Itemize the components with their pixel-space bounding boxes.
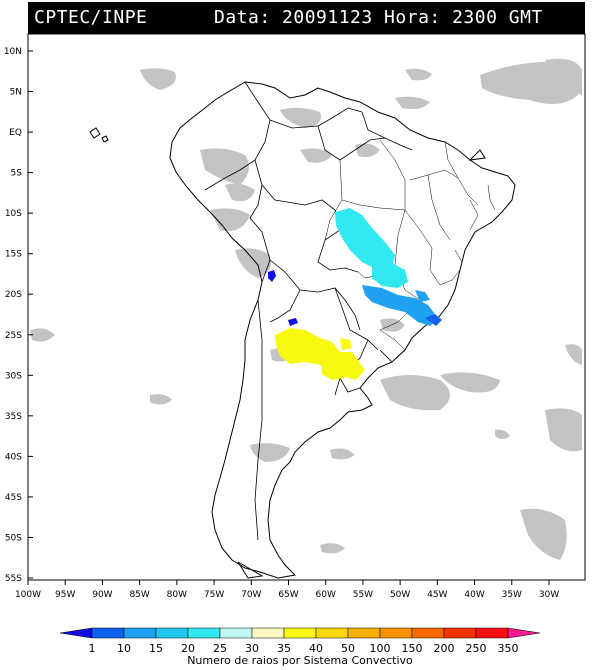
colorbar-value: 350 bbox=[498, 642, 519, 655]
system-dark-blue-1 bbox=[268, 270, 276, 282]
colorbar-value: 100 bbox=[370, 642, 391, 655]
latitude-ticks: 10N 5N EQ 5S 10S 15S 20S 25S 30S 35S 40S 45S 50S 55S bbox=[4, 47, 33, 584]
lon-label: 85W bbox=[129, 590, 149, 600]
lon-label: 30W bbox=[539, 590, 559, 600]
lon-label: 45W bbox=[427, 590, 447, 600]
lon-label: 80W bbox=[167, 590, 187, 600]
colorbar: 1 10 15 20 25 30 35 40 50 100 150 200 250 350 bbox=[59, 627, 541, 655]
colorbar-value: 1 bbox=[89, 642, 96, 655]
lon-label: 60W bbox=[316, 590, 336, 600]
lon-label: 95W bbox=[55, 590, 75, 600]
colorbar-value: 40 bbox=[309, 642, 323, 655]
lat-label: 10S bbox=[5, 209, 22, 219]
lon-label: 40W bbox=[464, 590, 484, 600]
colorbar-swatch bbox=[123, 627, 157, 639]
date-time-label: Data: 20091123 Hora: 2300 GMT bbox=[214, 7, 543, 28]
lat-label: 20S bbox=[5, 290, 22, 300]
colorbar-swatch bbox=[315, 627, 349, 639]
colorbar-swatch bbox=[283, 627, 317, 639]
colorbar-swatch bbox=[187, 627, 221, 639]
longitude-ticks: 100W 95W 90W 85W 80W 75W 70W 65W 60W 55W 50W 45W 40W… bbox=[15, 580, 559, 600]
colorbar-value: 10 bbox=[117, 642, 131, 655]
colorbar-swatch bbox=[507, 627, 541, 639]
colorbar-value: 35 bbox=[277, 642, 291, 655]
lat-label: 5N bbox=[10, 88, 22, 98]
lon-label: 70W bbox=[241, 590, 261, 600]
lon-label: 90W bbox=[92, 590, 112, 600]
colorbar-value: 150 bbox=[402, 642, 423, 655]
lon-label: 35W bbox=[502, 590, 522, 600]
lat-label: 45S bbox=[5, 493, 22, 503]
lat-label: 5S bbox=[11, 169, 23, 179]
colorbar-swatch bbox=[155, 627, 189, 639]
colorbar-swatch bbox=[347, 627, 381, 639]
colorbar-swatch bbox=[59, 627, 93, 639]
colorbar-value: 50 bbox=[341, 642, 355, 655]
lat-label: 55S bbox=[5, 574, 22, 584]
lat-label: 15S bbox=[5, 250, 22, 260]
colorbar-swatch bbox=[411, 627, 445, 639]
colorbar-value: 25 bbox=[213, 642, 227, 655]
colorbar-value: 30 bbox=[245, 642, 259, 655]
lat-label: EQ bbox=[9, 128, 22, 138]
colorbar-swatch bbox=[91, 627, 125, 639]
colorbar-swatch bbox=[443, 627, 477, 639]
convective-systems bbox=[268, 208, 442, 380]
title-bar: CPTEC/INPE Data: 20091123 Hora: 2300 GMT bbox=[28, 2, 585, 34]
lon-label: 75W bbox=[204, 590, 224, 600]
coastlines bbox=[89, 81, 516, 579]
lon-label: 65W bbox=[278, 590, 298, 600]
colorbar-title: Numero de raios por Sistema Convectivo bbox=[187, 654, 413, 667]
colorbar-value: 200 bbox=[434, 642, 455, 655]
lon-label: 50W bbox=[390, 590, 410, 600]
lon-label: 100W bbox=[15, 590, 41, 600]
lon-label: 55W bbox=[353, 590, 373, 600]
colorbar-swatch bbox=[219, 627, 253, 639]
lat-label: 40S bbox=[5, 452, 22, 462]
system-blue-1 bbox=[362, 285, 438, 326]
system-yellow-1 bbox=[275, 328, 365, 380]
system-cyan-1 bbox=[335, 208, 395, 270]
lat-label: 30S bbox=[5, 371, 22, 381]
colorbar-value: 250 bbox=[466, 642, 487, 655]
colorbar-swatch bbox=[379, 627, 413, 639]
colorbar-swatch bbox=[251, 627, 285, 639]
lat-label: 10N bbox=[4, 47, 22, 57]
colorbar-value: 20 bbox=[181, 642, 195, 655]
lat-label: 50S bbox=[5, 533, 22, 543]
colorbar-swatch bbox=[475, 627, 509, 639]
lat-label: 35S bbox=[5, 412, 22, 422]
colorbar-value: 15 bbox=[149, 642, 163, 655]
lat-label: 25S bbox=[5, 331, 22, 341]
cloud-areas bbox=[30, 58, 582, 560]
south-america-coast bbox=[169, 81, 516, 579]
source-label: CPTEC/INPE bbox=[34, 7, 148, 28]
